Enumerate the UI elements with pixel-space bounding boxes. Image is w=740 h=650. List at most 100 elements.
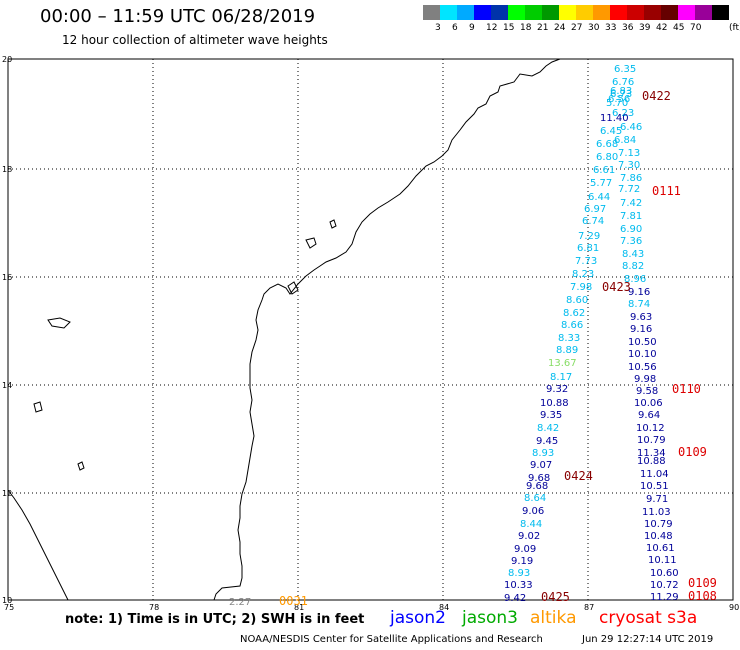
legend-swatch [457,5,474,20]
credit-text: NOAA/NESDIS Center for Satellite Applica… [240,634,543,645]
legend-swatch [661,5,678,20]
legend-label: 70 [690,23,702,33]
legend-swatch [678,5,695,20]
wave-height-label: 10.79 [637,435,666,446]
grid-lines [8,59,733,600]
generated-timestamp: Jun 29 12:27:14 UTC 2019 [582,634,714,645]
wave-height-label: 6.23 [612,108,634,119]
wave-height-label: 7.13 [618,148,640,159]
pass-time-label: 0109 [688,576,717,590]
legend-label: 3 [435,23,441,33]
legend-label: 6 [452,23,458,33]
legend-swatch [440,5,457,20]
legend-label: 12 [486,23,498,33]
legend-label: 36 [622,23,634,33]
legend-label: 27 [571,23,583,33]
wave-height-label: 6.84 [614,135,636,146]
wave-height-label: 7.30 [618,160,640,171]
y-tick-label: 12 [2,489,12,498]
wave-height-label: 10.72 [650,580,679,591]
legend-swatch [423,5,440,20]
wave-height-label: 8.33 [558,333,580,344]
sat-label-jason2: jason2 [390,608,446,628]
pass-time-label: 0109 [678,445,707,459]
coastline-mainland [213,58,561,601]
wave-height-label: 6.46 [620,122,642,133]
map-frame [7,58,734,601]
wave-height-label: 9.58 [636,386,658,397]
x-tick-label: 81 [294,603,304,612]
wave-height-label: 7.36 [620,236,642,247]
island-d [33,401,43,413]
wave-height-label: 6.97 [584,204,606,215]
axis-ticks: 75 78 81 84 87 90 20 18 16 14 12 10 [2,55,739,612]
legend-label: 45 [673,23,685,33]
pass-time-label: 0425 [541,590,570,604]
wave-height-label: 6.45 [600,126,622,137]
wave-height-label: 7.72 [618,184,640,195]
legend-label: 39 [639,23,651,33]
wave-height-label: 9.35 [540,410,562,421]
sat-label-cryosat: cryosat s3a [599,608,698,628]
pass-time-label: 0424 [564,469,593,483]
legend-label: 33 [605,23,617,33]
wave-height-label: 8.74 [628,299,650,310]
x-tick-label: 75 [4,603,14,612]
legend-label: 30 [588,23,600,33]
wave-height-label: 8.96 [624,274,646,285]
wave-height-label: 10.06 [634,398,663,409]
wave-height-label: 10.33 [504,580,533,591]
wave-height-label: 6.76 [612,77,634,88]
wave-height-label: 9.06 [522,506,544,517]
island-a [329,219,337,229]
wave-height-label: 9.98 [634,374,656,385]
legend-swatch [491,5,508,20]
wave-height-label: 9.68 [526,481,548,492]
pass-time-label: 0108 [688,589,717,603]
wave-height-label: 8.44 [520,519,542,530]
wave-height-label: 11.03 [642,507,671,518]
wave-height-label: 6.44 [588,192,610,203]
wave-height-label: 10.61 [646,543,675,554]
wave-height-label: 6.61 [593,165,615,176]
wave-height-label: 10.56 [628,362,657,373]
map-title: 00:00 – 11:59 UTC 06/28/2019 [40,6,316,27]
legend-label: 9 [469,23,475,33]
footer-note: note: 1) Time is in UTC; 2) SWH is in fe… [65,612,365,627]
wave-height-label: 8.62 [563,308,585,319]
legend-label: 24 [554,23,566,33]
wave-height-label: 9.07 [530,460,552,471]
coastline-west [7,489,69,601]
legend-swatch [712,5,729,20]
wave-height-label: 13.67 [548,358,577,369]
legend-swatch [610,5,627,20]
wave-height-label: 7.86 [620,173,642,184]
wave-height-label: 10.10 [628,349,657,360]
x-tick-label: 90 [729,603,739,612]
island-b [305,237,317,249]
wave-height-label: 6.90 [620,224,642,235]
wave-height-label: 10.88 [637,456,666,467]
legend-swatch [542,5,559,20]
wave-height-label: 8.93 [508,568,530,579]
wave-height-label: 9.68 [528,473,550,484]
wave-height-label: 8.64 [524,493,546,504]
wave-height-label: 11.29 [650,592,679,603]
legend-label: 42 [656,23,668,33]
wave-height-label: 7.42 [620,198,642,209]
wave-height-label: 6.81 [577,243,599,254]
wave-height-label: 6.83 [610,86,632,97]
wave-height-label: 8.43 [622,249,644,260]
wave-height-label: 9.42 [504,593,526,604]
wave-height-label: 5.77 [590,178,612,189]
altimeter-tracks: 6.356.766.836.736.565.706.2311.406.466.4… [229,64,717,608]
wave-height-label: 9.02 [518,531,540,542]
wave-height-label: 9.71 [646,494,668,505]
map-subtitle: 12 hour collection of altimeter wave hei… [62,33,328,47]
y-tick-label: 20 [2,55,12,64]
legend-swatch [576,5,593,20]
y-tick-label: 14 [2,381,12,390]
pass-time-label: 0111 [652,184,681,198]
